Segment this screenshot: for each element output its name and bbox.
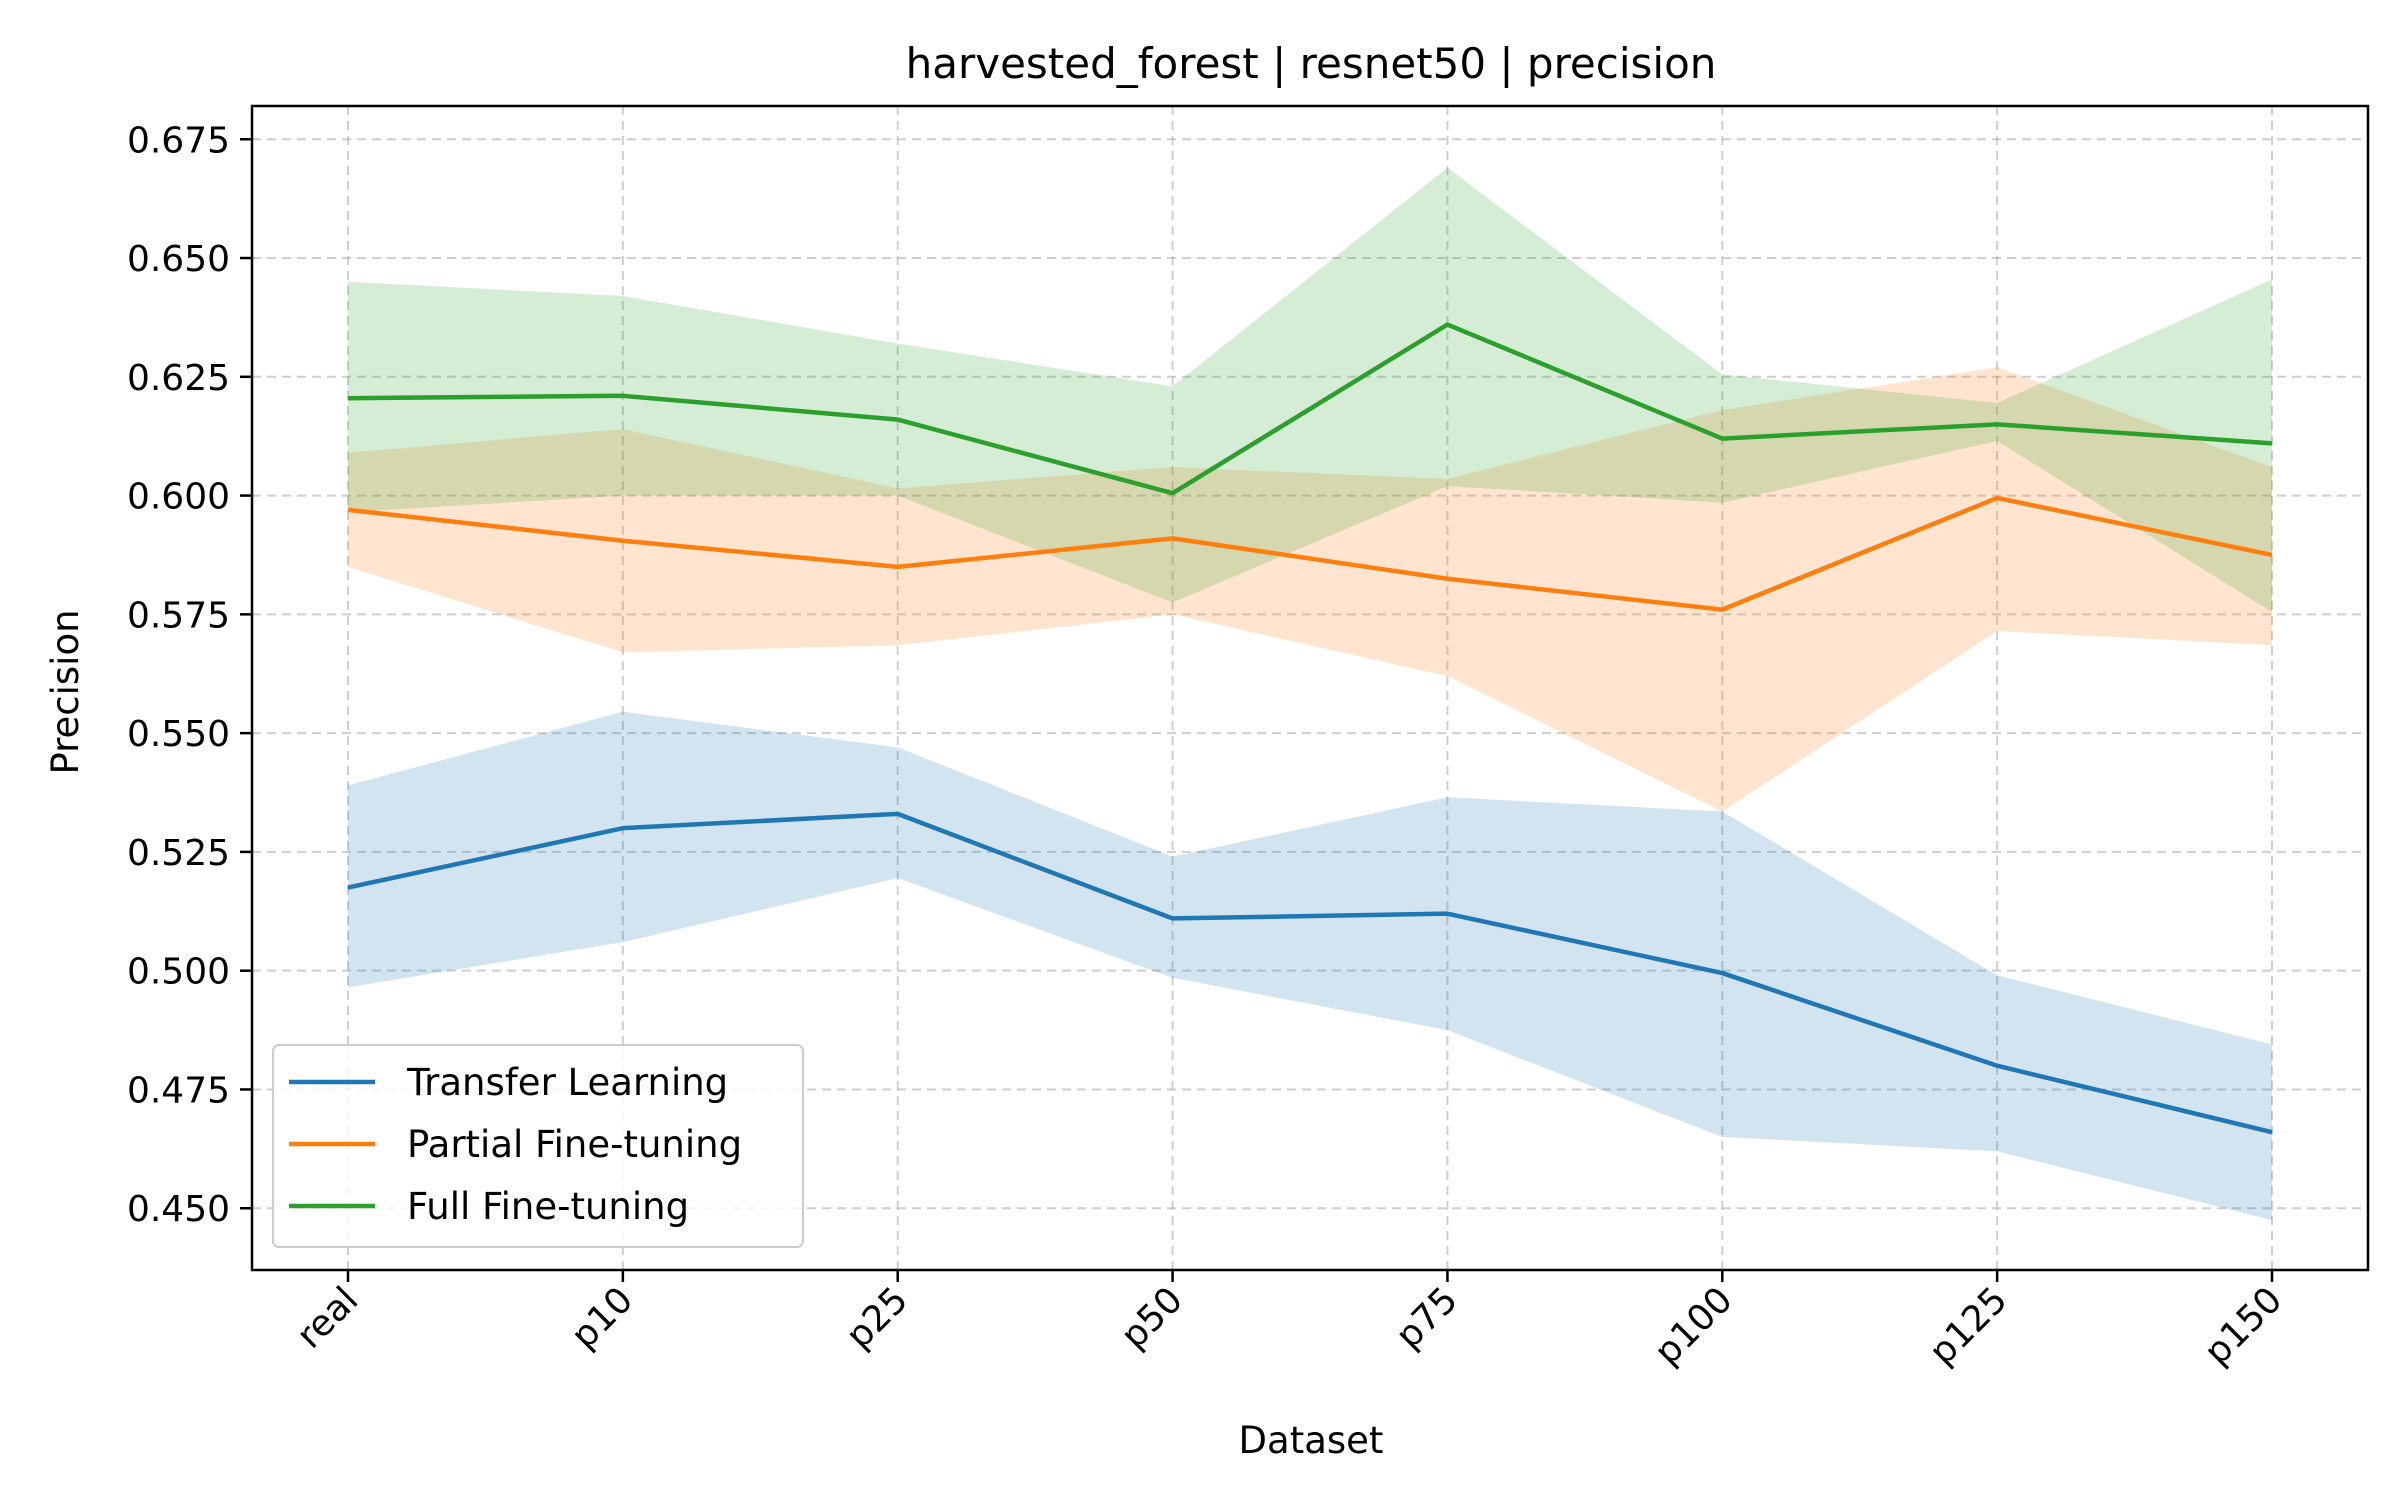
y-tick-label: 0.500 <box>127 952 230 993</box>
x-tick-label: real <box>289 1279 366 1356</box>
series-line <box>347 322 2273 496</box>
legend-label: Full Fine-tuning <box>407 1185 689 1228</box>
series-line <box>347 495 2273 612</box>
y-tick-label: 0.600 <box>127 477 230 518</box>
x-tick-label: p25 <box>839 1279 917 1357</box>
x-axis-ticks: real p10 p25 p50 p75 p100 p125 p150 <box>289 1270 2290 1373</box>
error-bands <box>348 167 2272 1221</box>
x-tick-label: p75 <box>1388 1279 1466 1357</box>
plot-frame <box>250 104 2370 1272</box>
y-tick-label: 0.450 <box>127 1189 230 1230</box>
y-tick-label: 0.625 <box>127 358 230 399</box>
x-axis-label: Dataset <box>1239 1419 1384 1462</box>
y-tick-label: 0.525 <box>127 833 230 874</box>
legend-label: Partial Fine-tuning <box>407 1123 742 1166</box>
x-tick-label: p50 <box>1113 1279 1191 1357</box>
error-band <box>348 711 2272 1221</box>
chart-title: harvested_forest | resnet50 | precision <box>906 39 1717 88</box>
y-axis-label: Precision <box>44 609 87 774</box>
legend: Transfer Learning Partial Fine-tuning Full… <box>272 1044 804 1248</box>
error-band <box>348 167 2272 612</box>
x-tick-label: p125 <box>1922 1279 2016 1373</box>
y-tick-label: 0.675 <box>127 120 230 161</box>
y-tick-label: 0.575 <box>127 595 230 636</box>
y-tick-label: 0.550 <box>127 714 230 755</box>
legend-box <box>272 1044 804 1248</box>
series-line <box>347 811 2273 1135</box>
y-tick-label: 0.650 <box>127 239 230 280</box>
x-tick-label: p100 <box>1647 1279 1741 1373</box>
y-tick-label: 0.475 <box>127 1070 230 1111</box>
legend-label: Transfer Learning <box>406 1061 728 1104</box>
x-tick-label: p150 <box>2197 1279 2291 1373</box>
error-band <box>348 367 2272 812</box>
y-axis-ticks: 0.450 0.475 0.500 0.525 0.550 0.575 0.600 0.625… <box>127 120 252 1230</box>
series-lines <box>347 322 2273 1135</box>
x-tick-label: p10 <box>564 1279 642 1357</box>
